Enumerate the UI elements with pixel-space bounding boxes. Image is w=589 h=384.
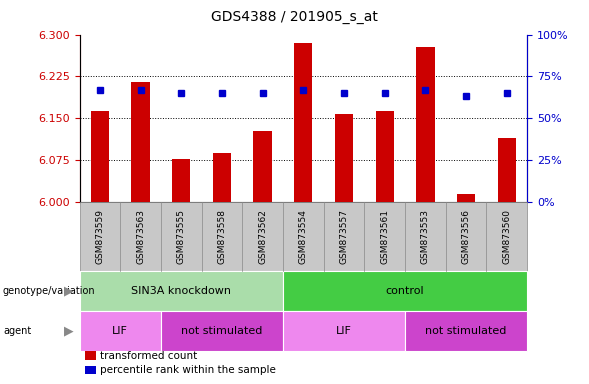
Text: GSM873561: GSM873561 — [380, 209, 389, 264]
Text: ▶: ▶ — [64, 285, 74, 297]
Bar — [294, 43, 313, 202]
Text: LIF: LIF — [336, 326, 352, 336]
Text: GSM873562: GSM873562 — [258, 209, 267, 263]
Text: ▶: ▶ — [64, 325, 74, 338]
Bar — [498, 137, 516, 202]
Text: GSM873555: GSM873555 — [177, 209, 186, 264]
Bar — [416, 47, 435, 202]
Text: agent: agent — [3, 326, 31, 336]
Text: transformed count: transformed count — [100, 351, 197, 361]
Text: GSM873563: GSM873563 — [136, 209, 145, 264]
Text: control: control — [386, 286, 425, 296]
Text: GSM873558: GSM873558 — [217, 209, 226, 264]
Text: GSM873559: GSM873559 — [95, 209, 104, 264]
Text: not stimulated: not stimulated — [181, 326, 263, 336]
Text: GSM873557: GSM873557 — [339, 209, 349, 264]
Text: SIN3A knockdown: SIN3A knockdown — [131, 286, 231, 296]
Bar — [376, 111, 394, 202]
Text: not stimulated: not stimulated — [425, 326, 507, 336]
Text: LIF: LIF — [112, 326, 128, 336]
Text: GSM873560: GSM873560 — [502, 209, 511, 264]
Text: GSM873556: GSM873556 — [462, 209, 471, 264]
Text: GDS4388 / 201905_s_at: GDS4388 / 201905_s_at — [211, 10, 378, 23]
Text: GSM873554: GSM873554 — [299, 209, 308, 263]
Bar — [172, 159, 190, 202]
Bar — [253, 131, 272, 202]
Bar — [91, 111, 109, 202]
Bar — [213, 152, 231, 202]
Text: genotype/variation: genotype/variation — [3, 286, 95, 296]
Text: GSM873553: GSM873553 — [421, 209, 430, 264]
Bar — [335, 114, 353, 202]
Bar — [457, 194, 475, 202]
Bar — [131, 82, 150, 202]
Text: percentile rank within the sample: percentile rank within the sample — [100, 365, 276, 375]
